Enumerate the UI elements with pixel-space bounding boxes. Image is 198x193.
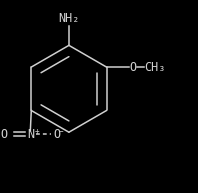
Text: CH₃: CH₃ [145, 61, 166, 74]
Text: +: + [35, 127, 40, 136]
Text: −: − [59, 127, 64, 136]
Text: N: N [27, 128, 34, 141]
Text: O: O [53, 128, 60, 141]
Text: O: O [0, 128, 7, 141]
Text: O: O [130, 61, 137, 74]
Text: NH₂: NH₂ [58, 13, 80, 25]
